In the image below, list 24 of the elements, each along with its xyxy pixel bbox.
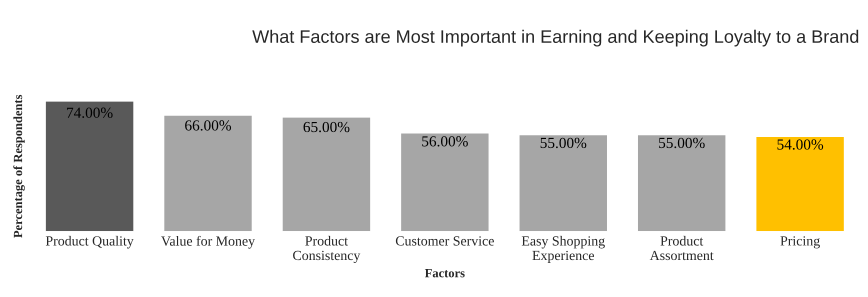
data-label: 55.00% <box>659 138 705 148</box>
bar <box>755 136 846 232</box>
bar <box>162 114 254 232</box>
data-label: 56.00% <box>422 136 468 147</box>
bar <box>281 116 372 232</box>
x-tick-label: Value for Money <box>161 236 256 249</box>
bar <box>44 100 135 232</box>
data-label: 66.00% <box>185 120 232 131</box>
bar <box>518 134 608 232</box>
x-tick-label: Pricing <box>780 236 820 248</box>
data-label: 55.00% <box>540 138 586 148</box>
chart-title: What Factors are Most Important in Earning and Keeping Loyalty to a Brand <box>252 30 858 47</box>
x-axis-title: Factors <box>424 269 465 278</box>
data-label: 54.00% <box>777 139 824 150</box>
x-tick-label: Product Consistency <box>293 236 360 263</box>
data-label: 74.00% <box>67 108 113 118</box>
x-tick-label: Customer Service <box>396 236 494 246</box>
x-tick-label: Product Assortment <box>650 236 714 260</box>
y-axis-title: Percentage of Respondents <box>13 94 25 238</box>
data-label: 65.00% <box>304 122 350 132</box>
x-tick-label: Product Quality <box>46 236 134 248</box>
bar <box>636 134 727 232</box>
bar <box>400 132 490 232</box>
x-tick-label: Easy Shopping Experience <box>522 236 605 263</box>
